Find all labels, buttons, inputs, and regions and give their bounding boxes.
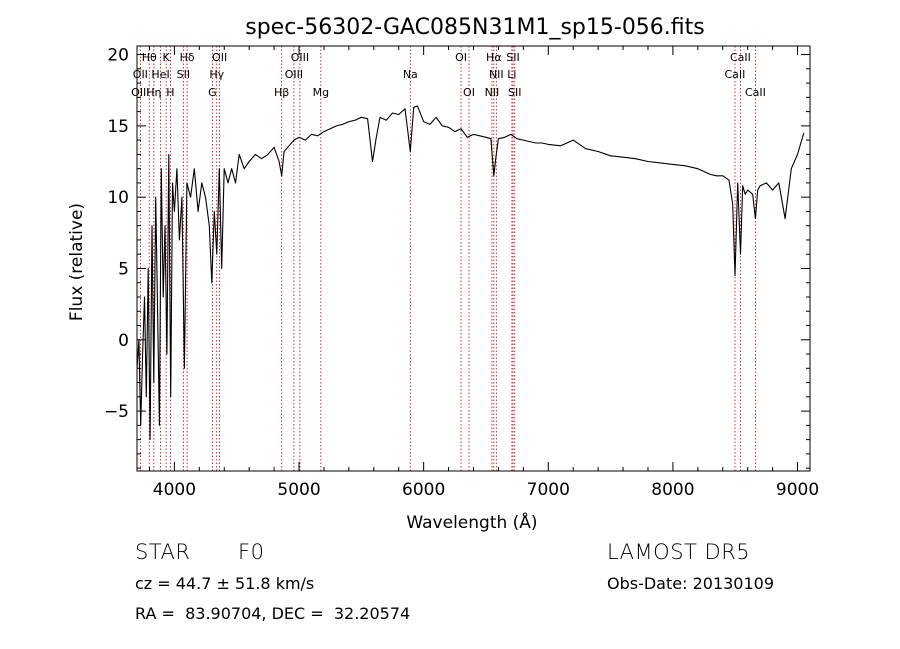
- line-marker-label: CaII: [725, 68, 746, 81]
- line-marker-label: OI: [455, 51, 467, 64]
- x-tick-label: 4000: [153, 480, 196, 500]
- line-marker-label: SII: [506, 51, 519, 64]
- line-marker-label: G: [208, 86, 217, 99]
- line-marker-label: K: [163, 51, 171, 64]
- y-tick-label: 0: [118, 331, 129, 351]
- x-tick-label: 6000: [402, 480, 445, 500]
- chart-title: spec-56302-GAC085N31M1_sp15-056.fits: [245, 15, 705, 40]
- line-marker-label: OIII: [291, 51, 309, 64]
- spectrum-line: [136, 105, 805, 441]
- y-tick-label: 10: [107, 188, 129, 208]
- line-marker-label: Na: [403, 68, 418, 81]
- y-tick-label: 5: [118, 259, 129, 279]
- line-marker-label: OII: [133, 68, 148, 81]
- line-marker-label: Hγ: [209, 68, 224, 81]
- line-marker-label: Li: [507, 68, 516, 81]
- x-tick-label: 5000: [277, 480, 320, 500]
- x-axis: 4000 5000 6000 7000 8000 9000: [148, 46, 819, 500]
- x-axis-label: Wavelength (Å): [406, 511, 537, 533]
- y-tick-label: −5: [104, 402, 129, 422]
- redshift-velocity: cz = 44.7 ± 51.8 km/s: [135, 574, 315, 593]
- line-marker-label: OIII: [131, 86, 149, 99]
- y-axis: −5 0 5 10 15 20: [104, 46, 810, 469]
- line-marker-label: CaII: [745, 86, 766, 99]
- emission-line-markers: [139, 46, 756, 471]
- y-tick-label: 20: [107, 46, 129, 66]
- x-tick-label: 7000: [527, 480, 570, 500]
- object-subclass: F0: [238, 540, 265, 564]
- line-marker-label: Mg: [313, 86, 329, 99]
- y-axis-label: Flux (relative): [67, 203, 87, 321]
- x-tick-label: 9000: [776, 480, 819, 500]
- coordinates: RA = 83.90704, DEC = 32.20574: [135, 604, 411, 623]
- line-marker-label: Hβ: [274, 86, 289, 99]
- line-marker-label: NII: [485, 86, 500, 99]
- survey-label: LAMOST DR5: [607, 540, 751, 564]
- line-marker-label: Hα: [486, 51, 502, 64]
- line-marker-label: Hθ: [142, 51, 157, 64]
- line-marker-label: H: [166, 86, 174, 99]
- line-marker-label: CaII: [730, 51, 751, 64]
- x-tick-label: 8000: [651, 480, 694, 500]
- line-marker-label: SII: [508, 86, 521, 99]
- line-marker-label: OIII: [285, 68, 303, 81]
- line-marker-label: OII: [212, 51, 227, 64]
- line-marker-label: HeI: [151, 68, 169, 81]
- line-marker-label: SII: [177, 68, 190, 81]
- line-marker-label: OI: [463, 86, 475, 99]
- line-marker-label: NII: [489, 68, 504, 81]
- plot-frame: [136, 45, 811, 472]
- y-tick-label: 15: [107, 117, 129, 137]
- line-marker-label: Hδ: [180, 51, 195, 64]
- object-class: STAR: [135, 540, 191, 564]
- line-marker-label: Hη: [146, 86, 161, 99]
- observation-date: Obs-Date: 20130109: [607, 574, 775, 593]
